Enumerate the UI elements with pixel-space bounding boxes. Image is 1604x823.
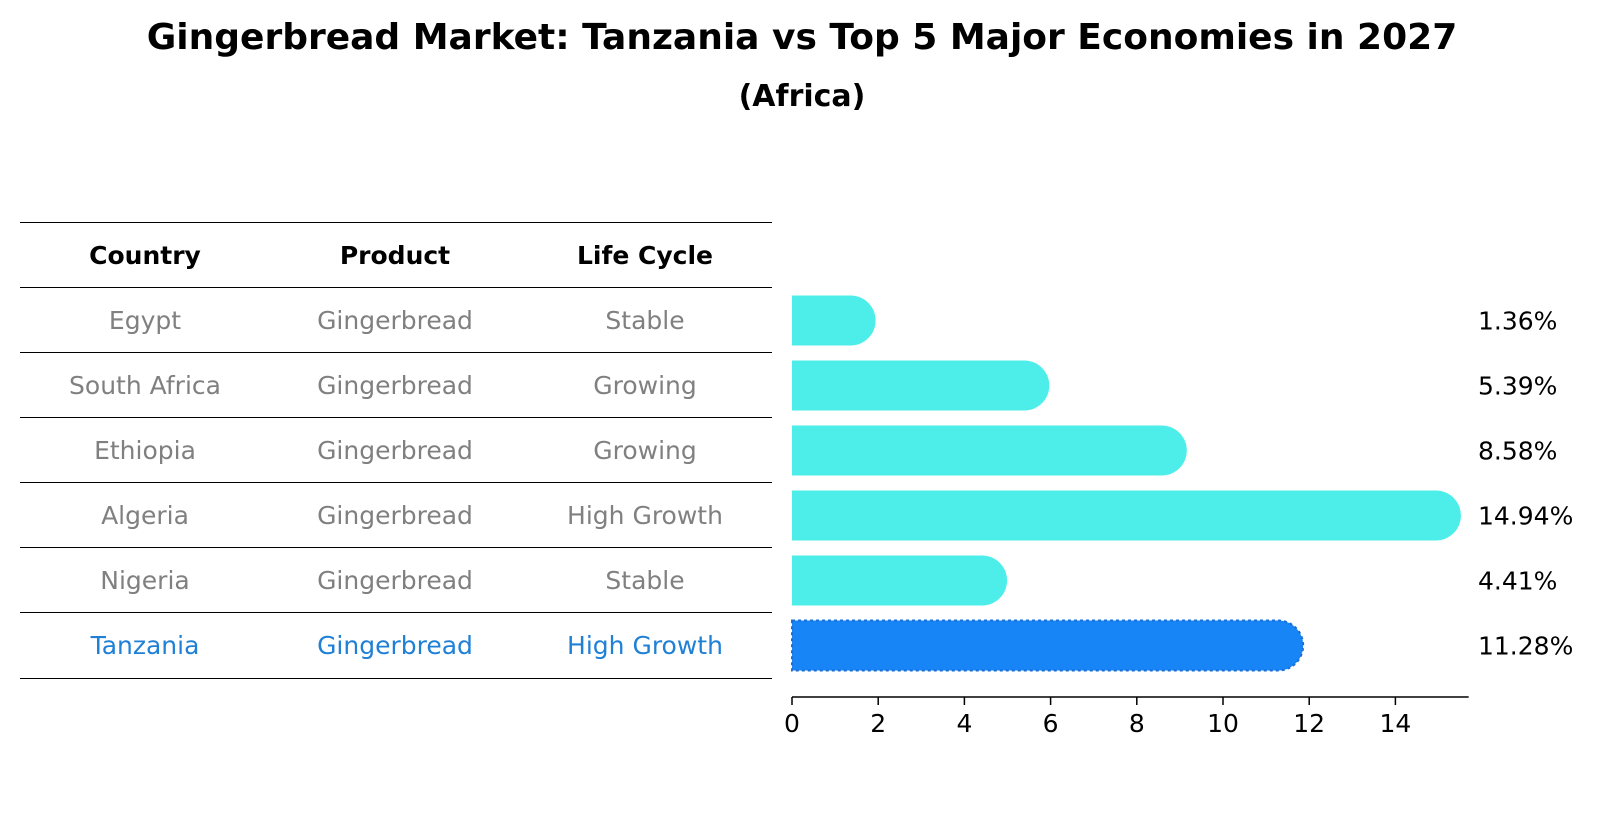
table-row: Algeria Gingerbread High Growth — [20, 482, 772, 547]
cell-product: Gingerbread — [317, 370, 473, 400]
x-tick-label: 10 — [1207, 709, 1239, 738]
table-row: Nigeria Gingerbread Stable — [20, 547, 772, 612]
cell-life-cycle: Growing — [593, 435, 697, 465]
x-tick-label: 12 — [1293, 709, 1325, 738]
x-tick-label: 4 — [956, 709, 972, 738]
cell-country: Nigeria — [100, 565, 190, 595]
header-product: Product — [339, 240, 451, 270]
x-tick-label: 8 — [1129, 709, 1145, 738]
x-tick-label: 14 — [1379, 709, 1411, 738]
cell-product: Gingerbread — [317, 631, 473, 660]
value-label-ethiopia: 8.58% — [1478, 437, 1557, 466]
table-row: South Africa Gingerbread Growing — [20, 352, 772, 417]
cell-life-cycle: Growing — [593, 370, 697, 400]
table-row: Ethiopia Gingerbread Growing — [20, 417, 772, 482]
chart-title: Gingerbread Market: Tanzania vs Top 5 Ma… — [146, 17, 1458, 58]
table-row: Egypt Gingerbread Stable — [20, 287, 772, 352]
cell-country: South Africa — [69, 370, 221, 400]
chart-subtitle: (Africa) — [738, 79, 866, 114]
bar-egypt — [792, 295, 876, 346]
cell-life-cycle: Stable — [605, 565, 685, 595]
cell-life-cycle: High Growth — [567, 500, 723, 530]
cell-life-cycle: Stable — [605, 305, 685, 335]
value-label-egypt: 1.36% — [1478, 307, 1557, 336]
value-label-algeria: 14.94% — [1478, 502, 1573, 531]
x-tick-label: 2 — [870, 709, 886, 738]
cell-product: Gingerbread — [317, 435, 473, 465]
bar-tanzania — [791, 619, 1305, 672]
bar-algeria — [792, 490, 1461, 541]
cell-product: Gingerbread — [317, 500, 473, 530]
cell-country: Ethiopia — [94, 435, 196, 465]
cell-country: Tanzania — [90, 631, 200, 660]
value-label-tanzania: 11.28% — [1478, 632, 1573, 661]
cell-country: Algeria — [101, 500, 189, 530]
table-row-highlight: Tanzania Gingerbread High Growth — [20, 612, 772, 679]
bar-nigeria — [792, 555, 1008, 606]
cell-product: Gingerbread — [317, 565, 473, 595]
value-label-south-africa: 5.39% — [1478, 372, 1557, 401]
value-label-nigeria: 4.41% — [1478, 567, 1557, 596]
x-tick-label: 0 — [784, 709, 800, 738]
cell-life-cycle: High Growth — [567, 631, 723, 660]
cell-country: Egypt — [108, 305, 182, 335]
bar-ethiopia — [792, 425, 1187, 476]
bar-south-africa — [792, 360, 1050, 411]
table-header-row: Country Product Life Cycle — [20, 222, 772, 287]
x-tick-label: 6 — [1043, 709, 1059, 738]
cell-product: Gingerbread — [317, 305, 473, 335]
header-life-cycle: Life Cycle — [576, 240, 714, 270]
data-table: Country Product Life Cycle Egypt Gingerb… — [20, 222, 772, 679]
header-country: Country — [89, 240, 201, 270]
